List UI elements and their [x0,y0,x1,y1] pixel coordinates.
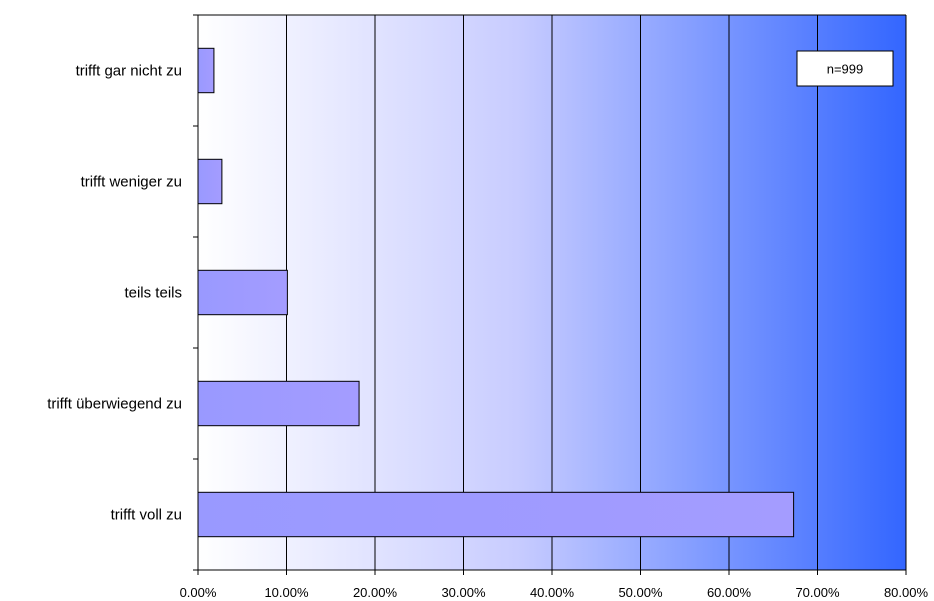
bar [197,158,223,205]
x-tick-label: 50.00% [618,585,663,600]
x-tick-label: 40.00% [530,585,575,600]
category-label: trifft voll zu [111,507,182,524]
bar [197,380,360,427]
category-label: trifft weniger zu [81,174,182,191]
x-tick-label: 60.00% [707,585,752,600]
category-label: trifft überwiegend zu [47,396,182,413]
sample-size-label: n=999 [827,62,864,77]
x-tick-label: 30.00% [441,585,486,600]
bar [197,47,215,94]
x-tick-label: 10.00% [264,585,309,600]
x-tick-label: 0.00% [180,585,217,600]
x-tick-label: 20.00% [353,585,398,600]
category-label: teils teils [124,285,182,302]
bar [197,491,795,538]
annotation-box [796,50,894,87]
x-tick-label: 80.00% [884,585,929,600]
bar [197,269,288,316]
x-tick-label: 70.00% [795,585,840,600]
category-label: trifft gar nicht zu [76,63,182,80]
